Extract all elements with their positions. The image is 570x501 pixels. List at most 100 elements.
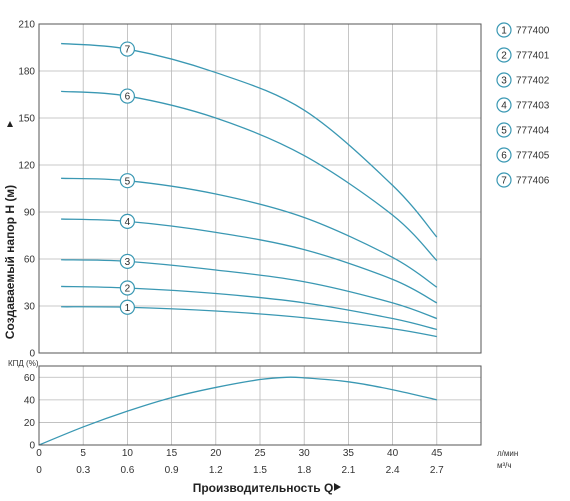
- marker-label: 4: [125, 217, 131, 228]
- marker-label: 3: [125, 257, 131, 268]
- legend: 1 777400 2 777401 3 777402 4 777403 5 777404 6 7774…: [496, 22, 550, 188]
- marker-label: 5: [125, 176, 131, 187]
- marker-circle: [119, 173, 136, 189]
- head-y-tick-label: 0: [29, 349, 35, 360]
- x-tick-label-m3-h: 2.7: [430, 465, 444, 476]
- legend-item-7: 7 777406: [496, 172, 550, 188]
- x-tick-label-m3-h: 1.5: [253, 465, 267, 476]
- curve-markers: 1 2 3 4 5 6 7: [119, 41, 136, 315]
- legend-number: 6: [501, 151, 507, 162]
- legend-item-4: 4 777403: [496, 97, 550, 113]
- marker-label: 2: [125, 284, 131, 295]
- marker-label: 1: [125, 303, 131, 314]
- x-tick-label-l-min: 0: [36, 448, 42, 459]
- head-y-tick-label: 30: [24, 302, 36, 313]
- head-y-tick-label: 150: [18, 114, 35, 125]
- head-chart-frame: [38, 23, 482, 354]
- x-tick-label-m3-h: 0.6: [120, 465, 134, 476]
- head-curve-7: [61, 42, 438, 238]
- x-axis-title: Производительность Q: [193, 481, 334, 495]
- x-tick-label-m3-h: 0.3: [76, 465, 90, 476]
- head-y-tick-label: 120: [18, 161, 35, 172]
- head-curve-1: [61, 306, 437, 338]
- legend-item-6: 6 777405: [496, 147, 550, 163]
- x-axis-arrow-icon: [334, 483, 341, 491]
- x-tick-label-m3-h: 0.9: [165, 465, 179, 476]
- legend-model: 777401: [516, 51, 550, 62]
- legend-number: 4: [501, 101, 507, 112]
- efficiency-axis-title: КПД (%): [8, 359, 39, 368]
- legend-model: 777406: [516, 176, 550, 187]
- legend-number: 2: [501, 51, 507, 62]
- marker-circle: [119, 41, 136, 57]
- efficiency-chart-grid: [39, 366, 481, 445]
- legend-number: 1: [501, 26, 507, 37]
- x-tick-label-m3-h: 2.1: [341, 465, 355, 476]
- legend-item-1: 1 777400: [496, 22, 550, 38]
- head-axis-title: Создаваемый напор H (м): [3, 185, 17, 339]
- head-axis-arrow-icon: [7, 121, 13, 127]
- x-tick-label-m3-h: 1.2: [209, 465, 223, 476]
- curve-marker-2: 2: [119, 280, 136, 296]
- marker-circle: [119, 213, 136, 229]
- efficiency-curve-line: [38, 376, 437, 446]
- curve-marker-5: 5: [119, 173, 136, 189]
- head-curve-3: [61, 259, 438, 320]
- x-tick-label-l-min: 10: [122, 448, 134, 459]
- marker-circle: [119, 88, 136, 104]
- head-y-ticks: 0 30 60 90 120 150 180 210: [18, 20, 35, 360]
- efficiency-y-tick-label: 40: [24, 395, 36, 406]
- x-tick-label-m3-h: 1.8: [297, 465, 311, 476]
- curve-marker-4: 4: [119, 213, 136, 229]
- x-tick-label-m3-h: 2.4: [386, 465, 400, 476]
- curve-marker-6: 6: [119, 88, 136, 104]
- head-curve-6: [61, 90, 438, 262]
- legend-number: 7: [501, 176, 507, 187]
- legend-marker: [496, 22, 512, 38]
- x-tick-label-l-min: 25: [254, 448, 266, 459]
- legend-marker: [496, 72, 512, 88]
- head-curve-2: [61, 285, 437, 331]
- efficiency-y-tick-label: 20: [24, 418, 36, 429]
- legend-marker: [496, 172, 512, 188]
- x-tick-label-l-min: 15: [166, 448, 178, 459]
- legend-marker: [496, 97, 512, 113]
- efficiency-curve: [38, 376, 437, 446]
- legend-item-3: 3 777402: [496, 72, 550, 88]
- marker-label: 6: [125, 92, 131, 103]
- marker-circle: [119, 280, 136, 296]
- curve-marker-1: 1: [119, 299, 136, 315]
- head-chart-grid: [39, 24, 481, 353]
- x-ticks-m3-h: 0 0.3 0.6 0.9 1.2 1.5 1.8 2.1 2.4 2.7: [36, 465, 444, 476]
- marker-circle: [119, 253, 136, 269]
- marker-label: 7: [125, 45, 131, 56]
- legend-model: 777400: [516, 26, 550, 37]
- x-tick-label-m3-h: 0: [36, 465, 42, 476]
- legend-marker: [496, 122, 512, 138]
- efficiency-chart-frame: [38, 365, 482, 446]
- legend-model: 777404: [516, 126, 550, 137]
- legend-number: 5: [501, 126, 507, 137]
- legend-item-5: 5 777404: [496, 122, 550, 138]
- x-unit-l-min: л/мин: [497, 449, 518, 458]
- x-tick-label-l-min: 20: [210, 448, 222, 459]
- legend-model: 777402: [516, 76, 550, 87]
- x-tick-label-l-min: 35: [343, 448, 355, 459]
- head-y-tick-label: 210: [18, 20, 35, 31]
- legend-model: 777405: [516, 151, 550, 162]
- efficiency-y-ticks: 0 20 40 60: [24, 373, 36, 452]
- legend-item-2: 2 777401: [496, 47, 550, 63]
- head-curve-5: [61, 177, 438, 288]
- marker-circle: [119, 299, 136, 315]
- x-ticks-l-min: 0 5 10 15 20 25 30 35 40 45: [36, 448, 443, 459]
- head-curves: [61, 42, 438, 338]
- legend-marker: [496, 47, 512, 63]
- efficiency-y-tick-label: 0: [29, 441, 35, 452]
- x-tick-label-l-min: 45: [431, 448, 443, 459]
- legend-number: 3: [501, 76, 507, 87]
- legend-model: 777403: [516, 101, 550, 112]
- head-y-tick-label: 180: [18, 67, 35, 78]
- x-tick-label-l-min: 40: [387, 448, 399, 459]
- x-unit-m3-h: м³/ч: [497, 461, 512, 470]
